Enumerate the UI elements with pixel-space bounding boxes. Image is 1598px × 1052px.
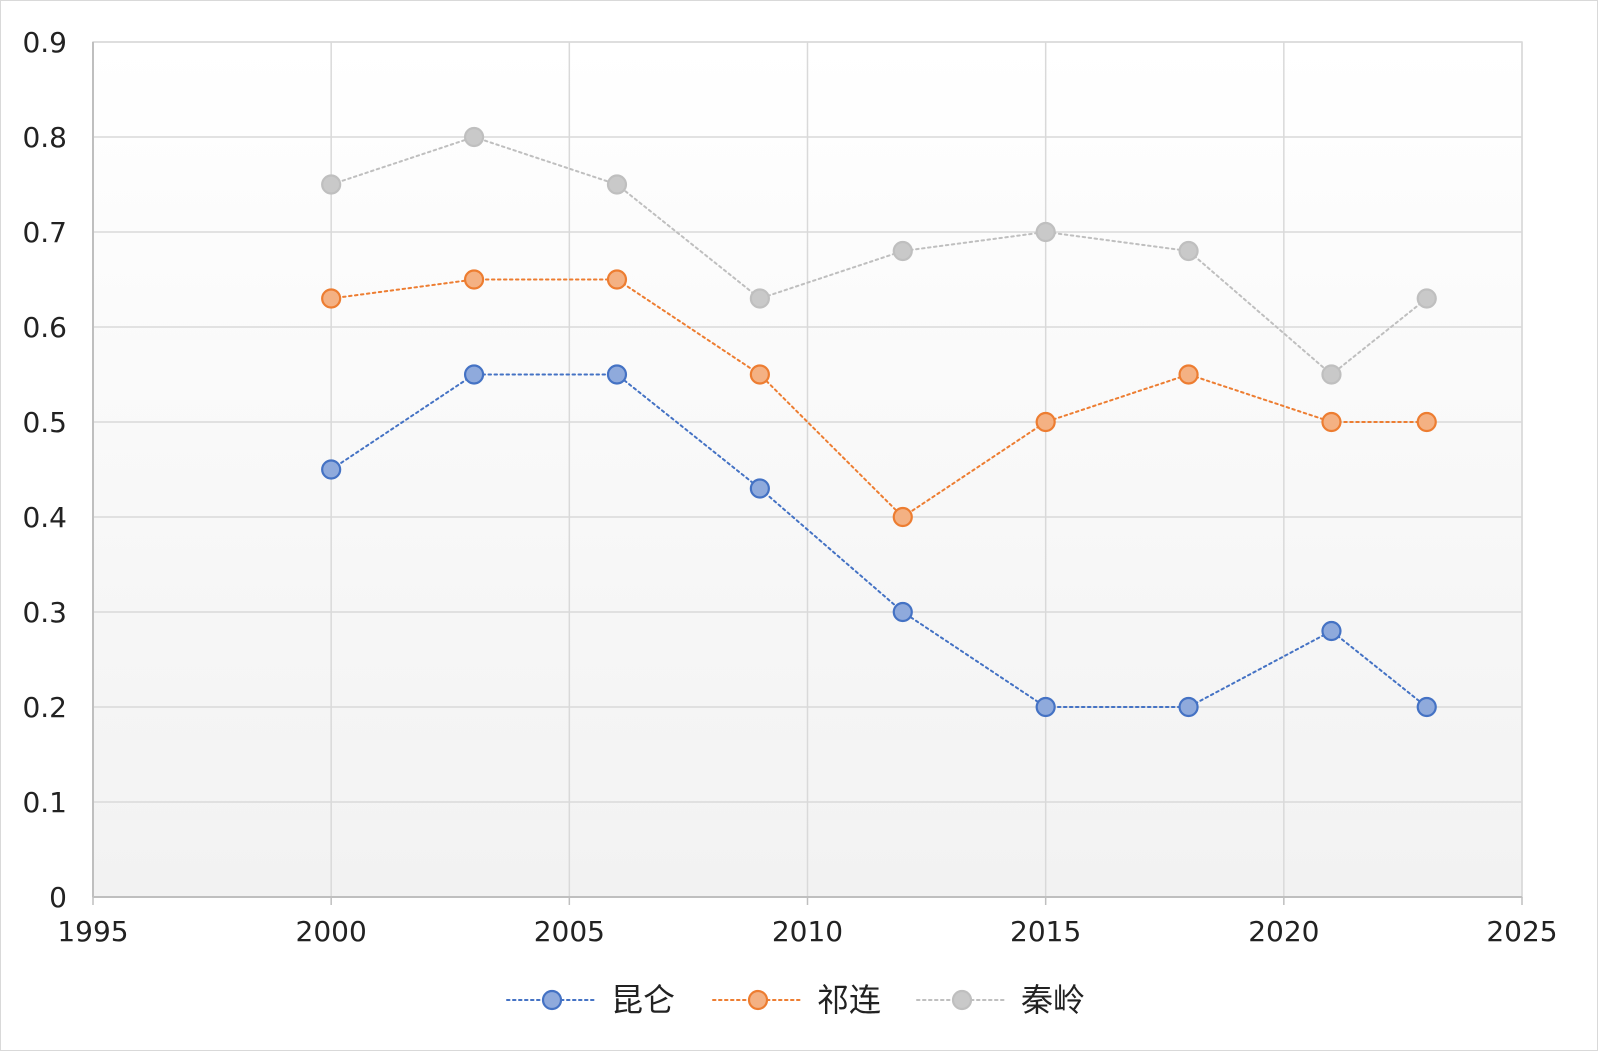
data-point	[1178, 240, 1199, 262]
data-point	[1416, 411, 1437, 433]
legend: 昆仑 祁连 秦岭	[506, 981, 1085, 1019]
y-tick-label: 0.5	[22, 406, 67, 439]
data-point	[1035, 221, 1056, 243]
data-point	[463, 126, 485, 148]
series-3	[321, 126, 1437, 385]
data-point	[321, 288, 342, 309]
x-tick-label: 2015	[1010, 915, 1081, 948]
data-point	[1178, 696, 1199, 718]
data-point	[606, 174, 628, 195]
legend-label: 昆仑	[611, 981, 675, 1019]
y-tick-label: 0.6	[22, 311, 67, 344]
y-tick-label: 0.9	[22, 26, 67, 59]
x-tick-label: 1995	[57, 915, 128, 948]
legend-label: 祁连	[817, 981, 881, 1019]
data-point	[1416, 288, 1437, 309]
data-point	[892, 506, 913, 528]
data-point	[1035, 411, 1056, 433]
y-tick-label: 0.4	[22, 501, 67, 534]
y-tick-label: 0.1	[22, 786, 67, 819]
data-point	[321, 459, 342, 480]
data-point	[463, 364, 485, 385]
data-point	[1321, 620, 1342, 642]
data-point	[606, 269, 628, 290]
data-point	[1321, 364, 1342, 385]
data-point	[892, 601, 913, 623]
series-group	[321, 126, 1437, 718]
data-point	[1321, 411, 1342, 433]
axes: 0 0.1 0.2 0.3 0.4 0.5 0.6 0.7 0.8 0.9 1995 2000 2005…	[22, 26, 1557, 948]
data-point	[892, 240, 913, 262]
data-point	[749, 478, 770, 499]
y-tick-label: 0.3	[22, 596, 67, 629]
legend-item: 秦岭	[916, 981, 1085, 1019]
y-tick-label: 0.7	[22, 216, 67, 249]
y-tick-label: 0.2	[22, 691, 67, 724]
data-point	[1035, 696, 1056, 718]
legend-label: 秦岭	[1021, 981, 1085, 1019]
legend-marker	[541, 989, 563, 1011]
x-tick-label: 2005	[534, 915, 605, 948]
x-tick-label: 2020	[1248, 915, 1319, 948]
series-1	[321, 364, 1437, 718]
data-point	[606, 364, 628, 385]
y-tick-label: 0	[49, 881, 67, 914]
data-point	[1416, 696, 1437, 718]
data-point	[463, 269, 485, 290]
legend-item: 昆仑	[506, 981, 675, 1019]
series-2	[321, 269, 1437, 528]
legend-item: 祁连	[712, 981, 881, 1019]
y-tick-label: 0.8	[22, 121, 67, 154]
x-tick-label: 2025	[1486, 915, 1557, 948]
x-tick-label: 2000	[296, 915, 367, 948]
data-point	[749, 288, 770, 309]
legend-marker	[747, 989, 769, 1011]
data-point	[321, 174, 342, 195]
data-point	[1178, 364, 1199, 385]
legend-marker	[951, 989, 973, 1011]
series-line	[330, 135, 1428, 376]
x-tick-label: 2010	[772, 915, 843, 948]
data-point	[749, 364, 770, 385]
